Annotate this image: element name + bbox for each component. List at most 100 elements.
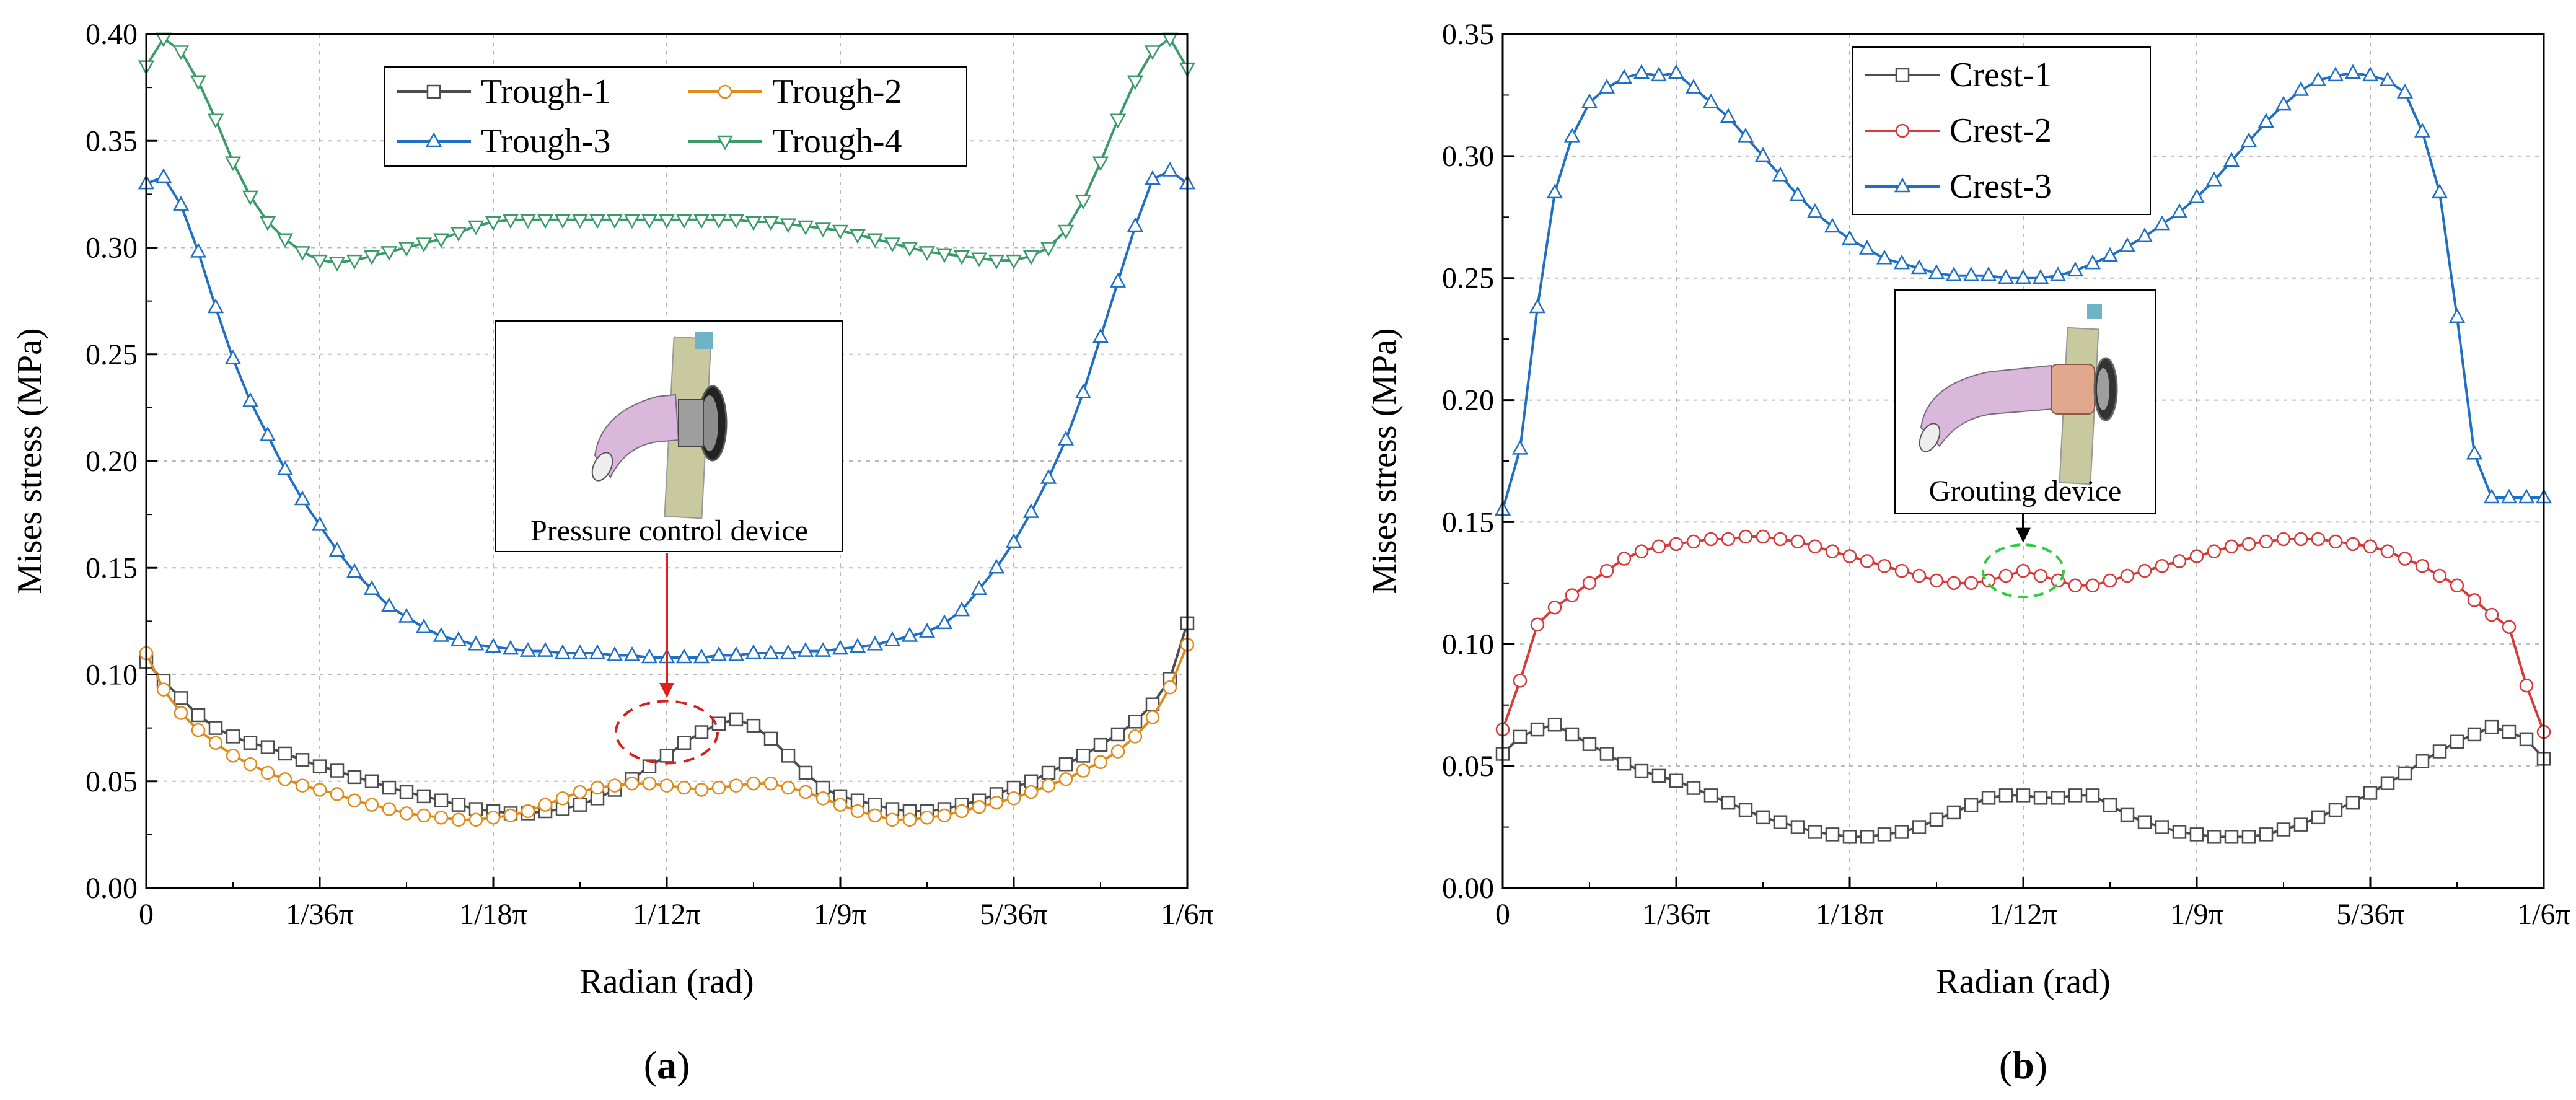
panel-a-data-point: [328, 542, 346, 557]
panel-b-data-point: [2153, 215, 2171, 231]
panel-b-data-point: [1998, 568, 2013, 583]
panel-a-data-point: [1127, 75, 1144, 90]
panel-a-data-point: [328, 257, 346, 272]
panel-a-inset: Pressure control device: [495, 320, 843, 552]
panel-b-data-point: [2502, 620, 2517, 634]
panel-a-data-point: [677, 736, 692, 750]
panel-a-data-point: [364, 774, 379, 788]
panel-b-data-point: [1910, 259, 1928, 275]
panel-a-data-point: [972, 799, 987, 814]
panel-a-data-point: [832, 640, 849, 655]
panel-a-data-point: [694, 725, 709, 739]
panel-b-data-point: [1825, 544, 1840, 558]
panel-a-data-point: [1005, 254, 1022, 270]
panel-a-data-point: [625, 776, 640, 791]
panel-a-data-point: [485, 638, 502, 653]
panel-b-data-point: [1598, 79, 1615, 94]
panel-b-data-point: [1842, 830, 1857, 844]
panel-b-data-point: [1686, 534, 1701, 549]
panel-b-data-point: [1860, 554, 1875, 568]
panel-b-data-point: [2467, 727, 2482, 742]
panel-a-data-point: [659, 749, 674, 763]
panel-a-ticks: 0 1/36π 1/18π 1/12π 1/9π 5/36π 1/6π 0.00 0.05 0.1…: [86, 18, 1214, 931]
panel-b-data-point: [2172, 554, 2187, 568]
panel-a-data-point: [451, 798, 466, 812]
panel-a-data-point: [243, 736, 258, 750]
panel-a-data-point: [814, 642, 832, 657]
panel-a-data-point: [502, 640, 519, 655]
panel-b-data-point: [2205, 171, 2223, 187]
panel-b-data-point: [2327, 66, 2344, 82]
panel-a-data-point: [538, 798, 553, 812]
panel-a-data-point: [312, 759, 327, 773]
panel-b-data-point: [2120, 568, 2135, 583]
panel-a-data-point: [954, 804, 969, 819]
panel-a-data-point: [781, 749, 796, 763]
panel-a-data-point: [866, 233, 884, 249]
panel-a-data-point: [762, 216, 780, 231]
panel-b-data-point: [2345, 537, 2360, 552]
panel-a-x-tick-label: 1/6π: [1161, 898, 1214, 931]
panel-a-data-point: [1144, 170, 1161, 185]
panel-a-series-trough-2: [139, 638, 1195, 827]
panel-b-data-point: [2241, 537, 2256, 552]
panel-a-data-point: [278, 772, 292, 786]
panel-a-data-point: [155, 168, 172, 183]
panel-b-series: [1494, 64, 2552, 844]
panel-b-data-point: [2380, 544, 2395, 558]
panel-b-data-point: [1563, 127, 1581, 143]
panel-b-data-point: [2363, 539, 2378, 554]
panel-a-data-point: [415, 618, 433, 633]
panel-a-data-point: [710, 214, 728, 229]
panel-a-data-point: [382, 802, 397, 816]
panel-a-data-point: [416, 789, 431, 804]
panel-a-data-point: [746, 776, 761, 791]
panel-b-data-point: [2155, 559, 2169, 573]
panel-a-legend-item: Trough-4: [688, 122, 902, 161]
panel-a-legend-item: Trough-2: [688, 73, 902, 111]
panel-b: 0 1/36π 1/18π 1/12π 1/9π 5/36π 1/6π 0.00 0.05 0.1…: [1365, 18, 2570, 1087]
panel-b-data-point: [1615, 69, 1633, 84]
panel-a-data-point: [918, 246, 936, 261]
panel-a-data-point: [901, 242, 918, 257]
panel-a-data-point: [1093, 755, 1108, 769]
panel-b-data-point: [2068, 578, 2083, 593]
panel-b-data-point: [2448, 308, 2466, 323]
panel-a-data-point: [571, 214, 589, 229]
panel-a-legend-label: Trough-1: [481, 73, 611, 111]
panel-a-data-point: [728, 646, 745, 661]
panel-b-x-tick-label: 1/36π: [1642, 898, 1710, 931]
panel-a-data-point: [468, 812, 483, 827]
panel-b-data-point: [1980, 266, 1997, 282]
panel-a-data-point: [936, 248, 953, 263]
panel-b-data-point: [2483, 488, 2500, 504]
panel-a-data-point: [398, 607, 415, 623]
panel-a-data-point: [207, 298, 224, 314]
panel-b-legend-item: Crest-2: [1865, 112, 2052, 150]
panel-a-legend-swatch-marker: [716, 135, 734, 151]
panel-a-data-point: [1109, 273, 1127, 288]
panel-b-data-point: [1912, 568, 1927, 583]
panel-a-data-point: [728, 214, 745, 229]
panel-a-data-point: [191, 723, 206, 737]
panel-b-data-point: [1650, 66, 1668, 82]
panel-a-data-point: [849, 638, 866, 653]
panel-b-data-point: [1738, 529, 1753, 544]
panel-b-data-point: [2085, 788, 2100, 803]
panel-b-data-point: [1511, 439, 1529, 455]
panel-a-data-point: [537, 642, 554, 657]
panel-b-data-point: [2311, 532, 2326, 547]
panel-a-data-point: [433, 233, 450, 249]
panel-b-data-point: [1928, 264, 1945, 279]
panel-b-data-point: [2276, 822, 2291, 837]
panel-a-data-point: [1128, 715, 1143, 729]
panel-a-data-point: [1057, 430, 1075, 446]
panel-b-data-point: [2432, 568, 2447, 583]
panel-a-data-point: [953, 601, 970, 617]
panel-a-data-point: [798, 765, 813, 780]
panel-a-data-point: [1145, 710, 1160, 724]
panel-a-data-point: [363, 250, 380, 265]
panel-a-data-point: [745, 644, 762, 659]
panel-a-data-point: [1161, 161, 1179, 177]
